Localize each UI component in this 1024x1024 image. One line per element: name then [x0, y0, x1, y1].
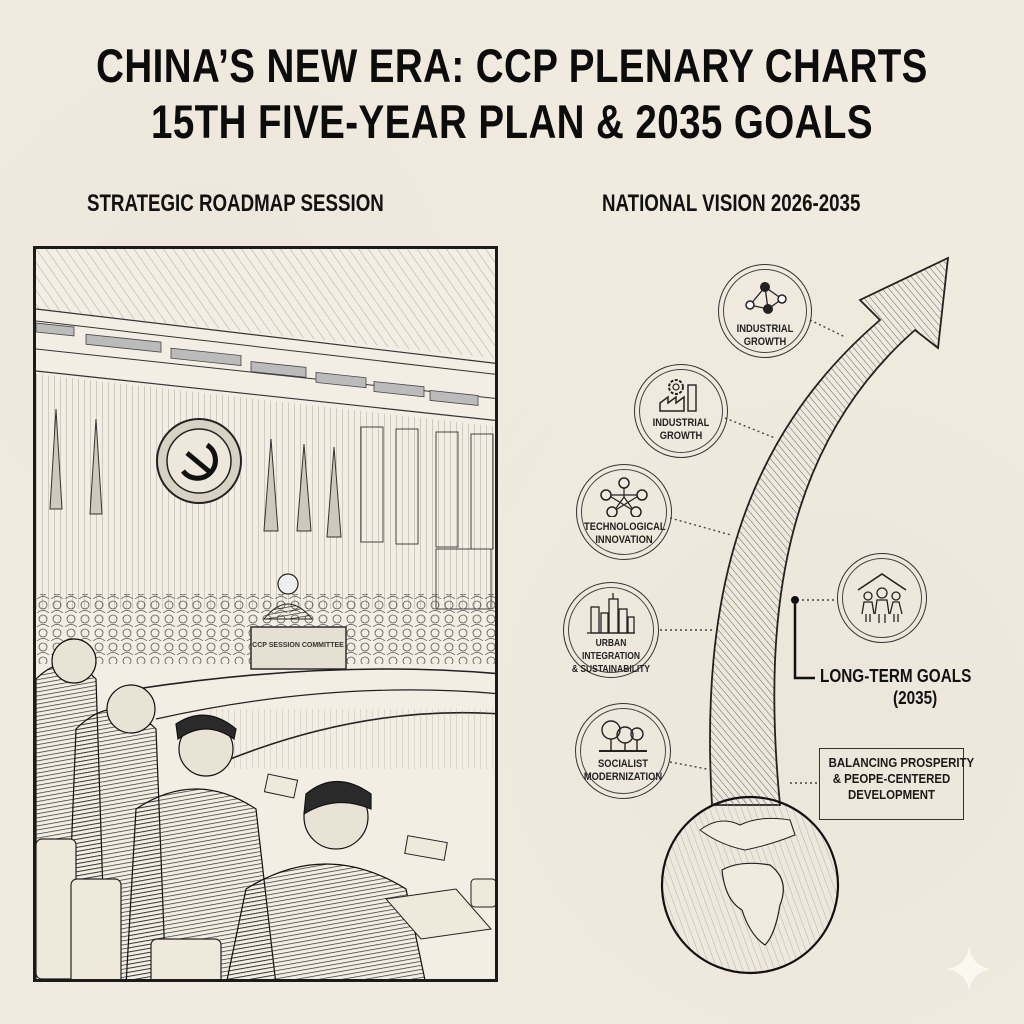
goal-technological-innovation: TECHNOLOGICAL INNOVATION — [576, 464, 672, 560]
balance-line-1: BALANCING PROSPERITY — [828, 755, 975, 770]
growth-arrow — [709, 256, 950, 806]
sparkle-icon — [947, 947, 991, 991]
goal-label: SOCIALIST MODERNIZATION — [583, 758, 663, 783]
long-term-goals-label: LONG-TERM GOALS — [820, 666, 972, 686]
balancing-prosperity-box: BALANCING PROSPERITY & PEOPE-CENTERED DE… — [819, 748, 975, 820]
balance-line-2: & PEOPE-CENTERED — [832, 771, 951, 786]
title-line-1: CHINA’S NEW ERA: CCP PLENARY CHARTS — [96, 39, 928, 92]
emblem-icon — [156, 418, 242, 504]
trees-icon — [599, 720, 647, 752]
podium-sign: CCP SESSION COMMITTEE — [252, 642, 344, 649]
network-nodes-icon — [745, 282, 787, 314]
plenary-session-illustration: CCP SESSION COMMITTEE — [33, 246, 498, 982]
hall-sketch: CCP SESSION COMMITTEE — [36, 249, 495, 979]
goal-urban-sustainability: URBAN INTEGRATION & SUSTAINABILITY — [563, 582, 659, 678]
long-term-goals-year: (2035) — [893, 688, 938, 708]
goal-label: INDUSTRIAL GROWTH — [736, 323, 794, 348]
goal-people-centered — [837, 553, 927, 643]
city-skyline-icon — [587, 593, 635, 634]
balance-line-3: DEVELOPMENT — [847, 787, 936, 802]
goal-label: INDUSTRIAL GROWTH — [652, 417, 710, 442]
goal-label: TECHNOLOGICAL INNOVATION — [584, 521, 666, 546]
right-section-heading: NATIONAL VISION 2026-2035 — [602, 190, 861, 217]
goal-industrial-growth-factory: INDUSTRIAL GROWTH — [634, 364, 728, 458]
goal-socialist-modernization: SOCIALIST MODERNIZATION — [575, 703, 671, 799]
goal-label: URBAN INTEGRATION & SUSTAINABILITY — [571, 638, 651, 675]
factory-gear-icon — [659, 379, 697, 412]
page-title: CHINA’S NEW ERA: CCP PLENARY CHARTS 15TH… — [92, 38, 932, 150]
goal-industrial-growth-network: INDUSTRIAL GROWTH — [718, 264, 812, 358]
title-line-2: 15TH FIVE-YEAR PLAN & 2035 GOALS — [150, 95, 873, 148]
molecule-network-icon — [600, 477, 648, 517]
left-section-heading: STRATEGIC ROADMAP SESSION — [87, 190, 384, 217]
globe-icon — [660, 795, 840, 975]
family-house-icon — [857, 573, 907, 623]
